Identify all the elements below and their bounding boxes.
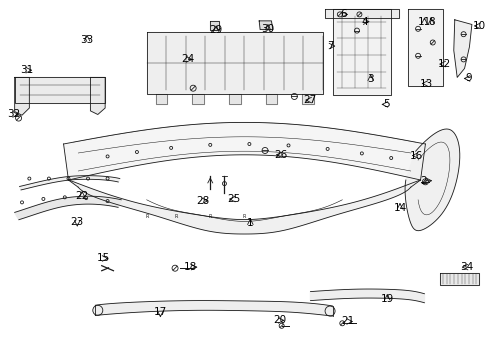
Text: 15: 15 [97, 253, 110, 264]
Polygon shape [310, 289, 424, 303]
Text: 27: 27 [303, 95, 316, 105]
Polygon shape [95, 301, 332, 316]
Text: 9: 9 [465, 73, 471, 84]
Polygon shape [439, 273, 478, 285]
Text: 17: 17 [153, 307, 167, 318]
Text: 23: 23 [70, 217, 84, 227]
Text: 32: 32 [7, 109, 20, 120]
Polygon shape [63, 122, 425, 180]
Text: R: R [174, 213, 177, 219]
Text: 28: 28 [196, 196, 209, 206]
Text: 14: 14 [392, 203, 406, 213]
Text: 8: 8 [427, 17, 434, 27]
Polygon shape [265, 94, 277, 104]
Text: 29: 29 [209, 25, 223, 35]
Text: 18: 18 [183, 262, 197, 272]
Text: 1: 1 [246, 218, 253, 228]
Polygon shape [192, 94, 203, 104]
Text: 12: 12 [437, 59, 450, 69]
Polygon shape [210, 21, 219, 30]
Text: 31: 31 [20, 65, 34, 75]
Polygon shape [15, 77, 105, 103]
Text: 19: 19 [380, 294, 393, 304]
Text: R: R [243, 213, 245, 219]
Text: 30: 30 [261, 24, 274, 34]
Polygon shape [302, 94, 313, 104]
Text: 26: 26 [274, 150, 287, 160]
Text: 16: 16 [409, 150, 423, 161]
Text: 33: 33 [80, 35, 94, 45]
Text: 21: 21 [341, 316, 354, 327]
Polygon shape [453, 20, 471, 77]
Circle shape [325, 306, 334, 316]
Polygon shape [68, 180, 420, 234]
Text: 7: 7 [326, 41, 333, 51]
Text: 25: 25 [227, 194, 240, 204]
Text: 3: 3 [366, 74, 373, 84]
Text: 20: 20 [272, 315, 285, 325]
Text: 22: 22 [75, 191, 89, 201]
Polygon shape [15, 77, 29, 115]
Polygon shape [90, 77, 105, 114]
Polygon shape [20, 176, 120, 190]
Polygon shape [259, 21, 272, 30]
Text: 2: 2 [419, 176, 426, 186]
Text: R: R [208, 213, 211, 219]
Text: 24: 24 [181, 54, 194, 64]
Text: R: R [145, 213, 148, 219]
Polygon shape [228, 94, 240, 104]
Circle shape [93, 305, 102, 315]
Text: 13: 13 [419, 78, 432, 89]
Polygon shape [155, 94, 167, 104]
Text: 34: 34 [459, 262, 472, 272]
Polygon shape [146, 32, 322, 94]
Polygon shape [404, 129, 459, 231]
Polygon shape [15, 196, 121, 220]
Text: 5: 5 [383, 99, 389, 109]
Text: 10: 10 [471, 21, 485, 31]
Text: 11: 11 [417, 17, 430, 27]
Polygon shape [407, 9, 442, 86]
Text: 6: 6 [339, 9, 346, 19]
Text: 4: 4 [361, 17, 367, 27]
Polygon shape [325, 9, 398, 18]
Polygon shape [332, 9, 390, 95]
